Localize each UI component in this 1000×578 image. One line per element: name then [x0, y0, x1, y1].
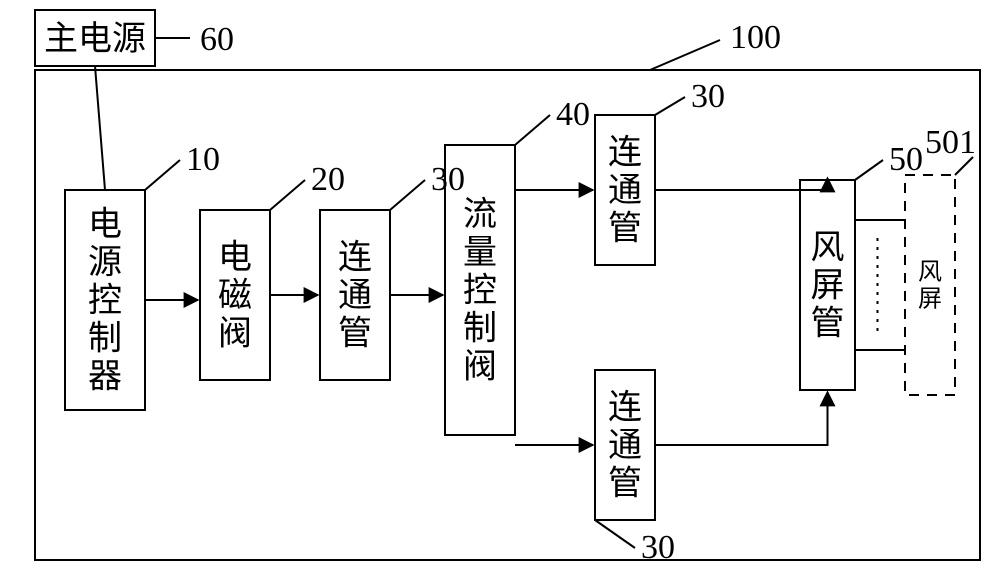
svg-text:501: 501	[925, 124, 976, 161]
svg-text:通: 通	[338, 278, 372, 315]
svg-text:制: 制	[88, 321, 122, 358]
svg-text:阀: 阀	[218, 316, 252, 353]
svg-text:连: 连	[608, 388, 642, 426]
svg-text:控: 控	[88, 282, 122, 320]
svg-text:30: 30	[641, 529, 675, 566]
node-solenoid: 电磁阀	[200, 210, 270, 380]
svg-text:电: 电	[218, 238, 252, 276]
svg-text:阀: 阀	[463, 349, 497, 386]
svg-text:30: 30	[431, 161, 465, 198]
svg-text:100: 100	[730, 19, 781, 56]
svg-text:主电源: 主电源	[44, 20, 146, 58]
svg-text:量: 量	[463, 234, 497, 271]
svg-text:源: 源	[88, 244, 122, 281]
node-pipe_bot: 连通管	[595, 370, 655, 520]
svg-text:20: 20	[311, 161, 345, 198]
svg-text:屏: 屏	[811, 268, 845, 305]
svg-text:器: 器	[88, 359, 122, 396]
svg-text:控: 控	[463, 272, 497, 310]
svg-text:通: 通	[608, 428, 642, 465]
svg-text:10: 10	[186, 141, 220, 178]
svg-text:60: 60	[200, 21, 234, 58]
node-power_ctrl: 电源控制器	[65, 190, 145, 410]
svg-text:通: 通	[608, 173, 642, 210]
svg-text:连: 连	[338, 238, 372, 276]
svg-text:磁: 磁	[218, 277, 252, 315]
node-pipe_left: 连通管	[320, 210, 390, 380]
svg-text:制: 制	[463, 311, 497, 348]
svg-text:屏: 屏	[918, 287, 942, 313]
svg-text:电: 电	[88, 205, 122, 243]
svg-text:风: 风	[811, 229, 845, 266]
svg-text:40: 40	[556, 96, 590, 133]
node-screen_tube: 风屏管	[800, 180, 855, 390]
svg-text:管: 管	[811, 305, 845, 343]
svg-text:管: 管	[608, 210, 642, 248]
svg-text:50: 50	[889, 141, 923, 178]
svg-text:管: 管	[338, 315, 372, 353]
node-main_power: 主电源	[35, 10, 155, 66]
node-pipe_top: 连通管	[595, 115, 655, 265]
svg-text:连: 连	[608, 133, 642, 171]
svg-text:30: 30	[691, 78, 725, 115]
svg-text:风: 风	[918, 260, 942, 286]
svg-text:管: 管	[608, 465, 642, 503]
svg-text:流: 流	[463, 195, 497, 233]
